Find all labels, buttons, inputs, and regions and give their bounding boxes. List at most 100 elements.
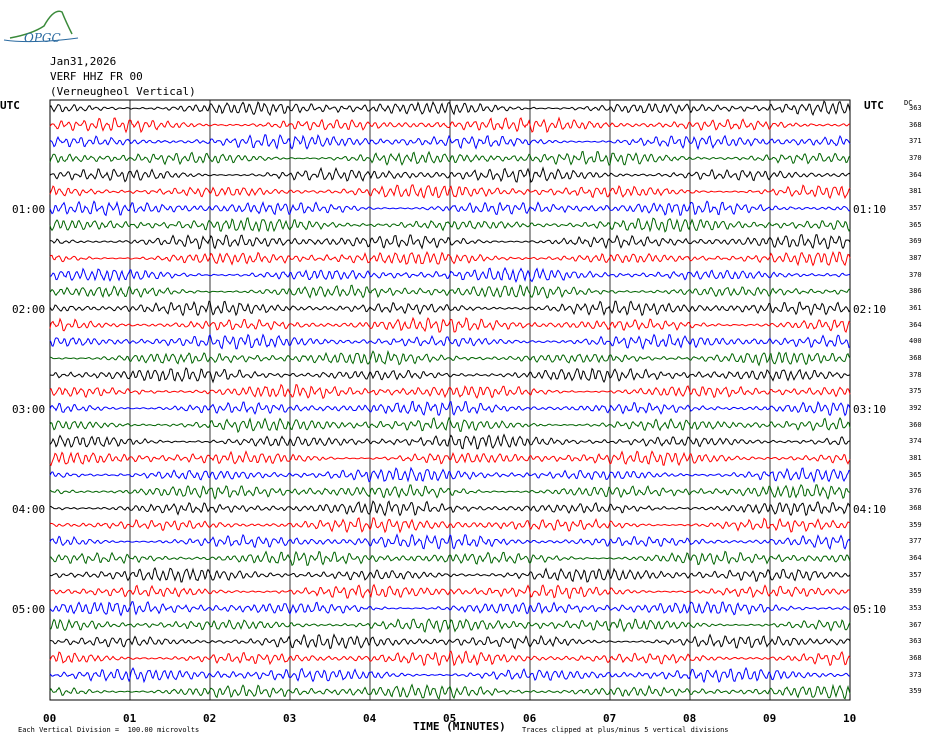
seismic-trace (49, 633, 851, 650)
dc-value: 364 (909, 554, 922, 562)
seismic-trace (49, 166, 851, 183)
right-hour-label: 02:10 (853, 303, 887, 316)
opgc-logo: OPGC (3, 10, 79, 44)
seismic-trace (49, 583, 851, 599)
x-tick-label: 08 (683, 712, 697, 725)
left-hour-label: 04:00 (12, 503, 46, 516)
dc-value: 357 (909, 204, 922, 212)
x-tick-label: 02 (203, 712, 217, 725)
seismic-trace (49, 116, 851, 134)
dc-value: 375 (909, 387, 922, 396)
x-tick-label: 00 (43, 712, 57, 725)
dc-value: 373 (909, 670, 922, 679)
seismic-trace (49, 284, 851, 299)
seismic-trace (49, 450, 851, 467)
dc-value: 365 (909, 220, 922, 229)
right-hour-label: 05:10 (853, 603, 887, 616)
x-tick-label: 09 (763, 712, 777, 725)
dc-value: 376 (909, 487, 922, 496)
dc-value: 386 (909, 287, 922, 296)
seismic-trace (49, 134, 851, 151)
dc-value: 371 (909, 137, 922, 146)
dc-title: DC (904, 99, 913, 107)
seismic-trace (49, 666, 851, 684)
seismic-trace (49, 484, 851, 500)
dc-value: 363 (909, 104, 922, 112)
seismic-trace (49, 683, 851, 700)
seismic-trace (49, 266, 851, 283)
station-label: VERF HHZ FR 00 (50, 70, 143, 83)
seismic-trace (49, 150, 851, 166)
seismic-trace (49, 316, 851, 333)
dc-value: 387 (909, 254, 922, 262)
left-hour-label: 01:00 (12, 203, 46, 216)
dc-value: 360 (909, 420, 922, 429)
vertical-division-note: Each Vertical Division = 100.00 microvol… (18, 726, 200, 734)
x-tick-label: 03 (283, 712, 297, 725)
seismic-trace (49, 416, 851, 434)
x-axis-title: TIME (MINUTES) (413, 720, 506, 733)
dc-value: 368 (909, 504, 922, 512)
logo-text: OPGC (24, 31, 61, 44)
right-hour-label: 01:10 (853, 203, 887, 216)
dc-value: 370 (909, 270, 922, 279)
dc-value: 400 (909, 337, 922, 346)
clipping-note: Traces clipped at plus/minus 5 vertical … (522, 726, 729, 734)
dc-value: 361 (909, 304, 922, 312)
dc-value: 363 (909, 637, 922, 646)
dc-value: 370 (909, 154, 922, 162)
seismic-trace (49, 349, 851, 367)
seismic-trace (49, 466, 851, 484)
x-tick-label: 04 (363, 712, 377, 725)
right-utc-title: UTC (864, 99, 884, 112)
seismic-trace (49, 433, 851, 450)
seismic-trace (49, 517, 851, 534)
dc-value: 353 (909, 604, 922, 612)
seismic-trace (49, 184, 851, 200)
dc-value: 367 (909, 620, 922, 629)
date-label: Jan31,2026 (50, 55, 117, 68)
dc-value: 381 (909, 187, 922, 196)
station-description: (Verneugheol Vertical) (50, 85, 196, 98)
dc-value: 374 (909, 437, 922, 446)
dc-value: 364 (909, 170, 922, 179)
left-hour-label: 02:00 (12, 303, 46, 316)
seismic-trace (49, 533, 851, 550)
dc-value: 368 (909, 654, 922, 662)
x-tick-label: 01 (123, 712, 137, 725)
seismic-trace (49, 600, 850, 617)
seismic-trace (49, 618, 851, 634)
seismic-trace (49, 250, 851, 267)
x-tick-label: 07 (603, 712, 617, 725)
x-tick-label: 10 (843, 712, 857, 725)
right-hour-label: 03:10 (853, 403, 887, 416)
dc-value: 369 (909, 237, 922, 246)
seismic-trace (49, 100, 851, 117)
dc-value: 381 (909, 454, 922, 462)
seismic-trace (49, 367, 851, 384)
dc-value: 359 (909, 587, 922, 596)
dc-value: 359 (909, 687, 922, 696)
left-hour-label: 03:00 (12, 403, 46, 416)
right-hour-label: 04:10 (853, 503, 887, 516)
seismic-trace (49, 300, 851, 317)
seismic-trace (49, 383, 851, 400)
seismic-trace (49, 566, 851, 583)
seismic-trace (49, 400, 851, 417)
seismic-trace (49, 333, 851, 350)
dc-value: 378 (909, 370, 922, 379)
dc-value: 364 (909, 320, 922, 329)
seismic-trace (49, 217, 851, 233)
left-hour-label: 05:00 (12, 603, 46, 616)
seismic-trace (49, 234, 851, 250)
seismic-trace (49, 550, 851, 567)
x-tick-label: 06 (523, 712, 537, 725)
dc-value: 368 (909, 120, 922, 129)
dc-value: 392 (909, 404, 922, 412)
seismic-trace (49, 500, 851, 517)
dc-value: 359 (909, 520, 922, 529)
left-utc-title: UTC (0, 99, 20, 112)
dc-value: 377 (909, 537, 922, 546)
seismic-trace (49, 650, 851, 667)
